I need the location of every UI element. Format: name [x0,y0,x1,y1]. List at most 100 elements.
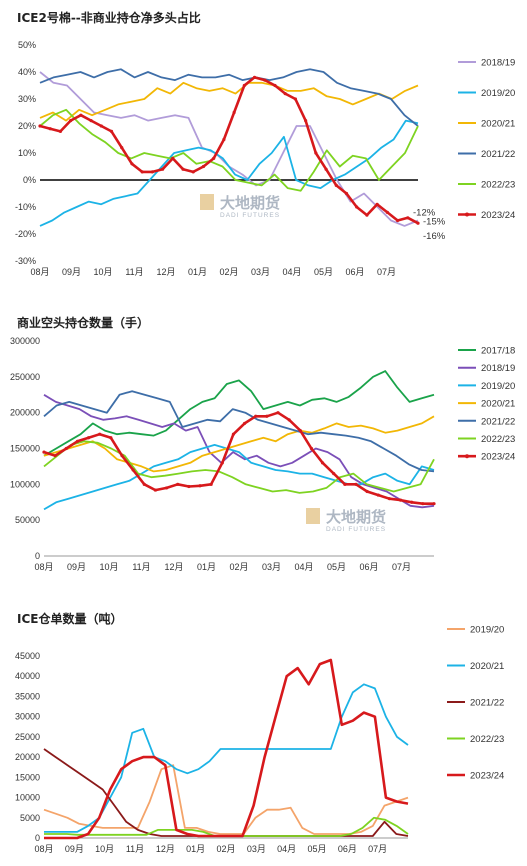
x-tick-label: 07月 [377,267,396,277]
x-tick-label: 06月 [345,267,364,277]
y-tick-label: 300000 [10,336,40,346]
series-line-2021-22 [39,68,419,127]
x-tick-label: 08月 [34,562,53,572]
legend-label: 2018/19 [481,58,515,69]
y-tick-label: 40% [18,67,36,77]
series-point [109,129,114,133]
svg-text:DADI FUTURES: DADI FUTURES [326,526,386,533]
legend-item: 2022/23 [447,734,504,745]
x-tick-label: 11月 [126,844,144,854]
legend-label: 2020/21 [481,119,515,130]
series-point [220,461,224,465]
legend-label: 2020/21 [470,661,504,672]
series-point [191,170,195,174]
series-point [376,493,380,497]
legend-label: 2021/22 [470,698,504,709]
x-tick-label: 05月 [314,267,333,277]
series-line-2022-23 [43,440,435,494]
x-tick-label: 11月 [125,267,143,277]
legend-label: 2020/21 [481,399,515,410]
x-tick-label: 12月 [156,267,175,277]
series-point [343,482,347,486]
series-point [395,218,400,223]
x-tick-label: 12月 [156,844,175,854]
y-tick-label: 30% [18,94,36,104]
chart-ice-stocks: 45000 40000 35000 30000 25000 20000 15000 10000… [15,625,504,855]
legend-item: 2018/19 [458,363,515,374]
series-line-2022-23 [39,108,419,192]
y-tick-label: 30000 [15,712,40,722]
x-tick-label: 11月 [132,562,150,572]
series-point [231,432,236,436]
series-point [398,498,403,502]
x-tick-label: 02月 [219,267,238,277]
series-line-2021-22 [43,748,409,837]
series-point [232,110,236,115]
legend-item: 2019/20 [447,625,504,636]
series-point [252,75,257,79]
series-point [130,162,134,166]
chart-title: 商业空头持仓数量（手） [17,316,150,330]
x-tick-label: 07月 [392,562,411,572]
series-point [324,167,328,171]
x-tick-label: 08月 [34,844,53,854]
x-tick-label: 01月 [186,844,205,854]
series-point [375,202,379,206]
legend-item: 2019/20 [458,88,515,99]
series-point [131,468,135,472]
y-tick-label: 50000 [15,515,40,525]
legend-label: 2019/20 [481,381,515,392]
legend-label: 2021/22 [481,149,515,160]
y-tick-label: 15000 [15,772,40,782]
series-point [140,170,144,174]
series-point [332,471,336,476]
y-tick-label: 25000 [15,732,40,742]
chart-net-long-ratio: 50% 40% 30% 20% 10% 0% -10% -20% -30%08月 09月 10月 11… [15,40,515,277]
legend-item: 2023/24 [447,771,504,782]
x-tick-label: 09月 [65,844,84,854]
series-point [48,127,52,131]
legend-label: 2017/18 [481,346,515,357]
x-tick-label: 06月 [338,844,357,854]
series-point [283,92,287,96]
legend-item: 2019/20 [458,381,515,392]
y-tick-label: 5000 [20,813,40,823]
series-point [263,78,267,82]
x-tick-label: 06月 [359,562,378,572]
y-tick-label: 20% [18,121,36,131]
x-tick-label: 02月 [229,562,248,572]
x-tick-label: 05月 [307,844,326,854]
x-tick-label: 04月 [277,844,296,854]
legend-item: 2017/18 [458,346,515,357]
chart-panel-warehouse-stocks: ICE仓单数量（吨） 45000 40000 35000 30000 25000 2000… [0,596,527,866]
x-tick-label: 03月 [251,267,270,277]
x-tick-label: 09月 [62,267,81,277]
y-tick-label: 100000 [10,479,40,489]
legend-item: 2021/22 [458,416,515,427]
series-point [86,436,91,440]
y-tick-label: 200000 [10,408,40,418]
series-point [385,210,389,214]
x-tick-label: 03月 [247,844,266,854]
series-point [181,167,185,171]
y-tick-label: 0% [23,175,36,185]
legend-label: 2021/22 [481,416,515,427]
chart-panel-net-long: ICE2号棉--非商业持仓净多头占比 50% 40% 30% 20% 10% 0% -10%… [0,0,527,280]
x-tick-label: 02月 [216,844,235,854]
legend-item: 2020/21 [447,661,504,672]
legend-label: 2022/23 [481,434,515,445]
y-tick-label: -20% [15,229,36,239]
series-point [120,454,124,458]
x-tick-label: 08月 [30,267,49,277]
series-point [38,124,42,128]
series-line-2018-19 [43,394,435,509]
series-point [242,421,247,426]
x-tick-label: 04月 [294,562,313,572]
legend-item: 2021/22 [447,698,504,709]
series-point [53,454,57,458]
series-point [222,137,226,142]
series-point [265,414,269,418]
y-tick-label: 10000 [15,793,40,803]
y-tick-label: 20000 [15,752,40,762]
